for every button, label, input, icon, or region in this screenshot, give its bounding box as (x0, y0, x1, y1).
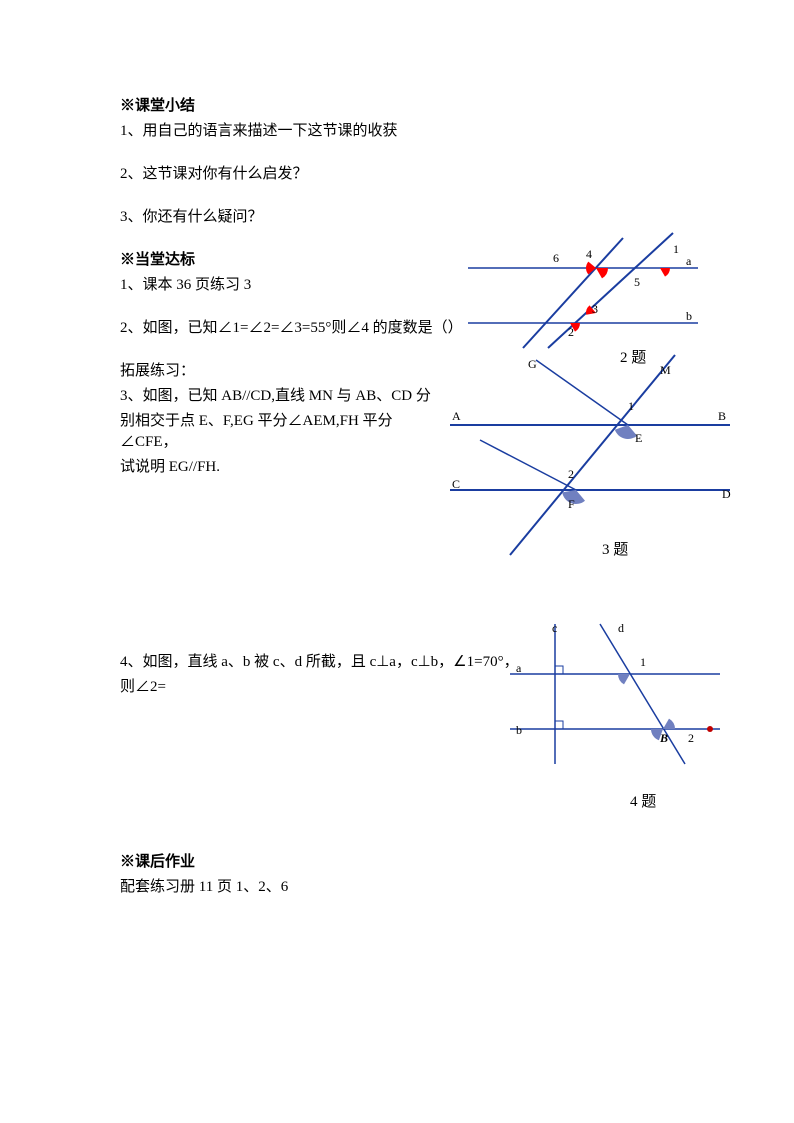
svg-text:M: M (660, 363, 671, 377)
svg-text:c: c (552, 621, 557, 635)
svg-text:2: 2 (568, 467, 574, 481)
svg-text:b: b (516, 723, 522, 737)
svg-text:1: 1 (640, 655, 646, 669)
svg-text:a: a (516, 661, 522, 675)
practice-3b: 别相交于点 E、F,EG 平分∠AEM,FH 平分∠CFE， (120, 411, 440, 453)
svg-text:D: D (722, 487, 731, 501)
svg-text:B: B (718, 409, 726, 423)
svg-text:6: 6 (553, 251, 559, 265)
summary-2: 2、这节课对你有什么启发？ (120, 164, 684, 185)
practice-3a: 3、如图，已知 AB//CD,直线 MN 与 AB、CD 分 (120, 386, 440, 407)
svg-text:4: 4 (586, 247, 592, 261)
caption-q4: 4 题 (630, 790, 656, 811)
practice-4a: 4、如图，直线 a、b 被 c、d 所截，且 c⊥a，c⊥b，∠1=70°， (120, 652, 540, 673)
hw-body: 配套练习册 11 页 1、2、6 (120, 877, 684, 898)
svg-text:1: 1 (673, 242, 679, 256)
svg-text:F: F (568, 497, 575, 511)
summary-header: ※课堂小结 (120, 96, 684, 117)
diagram-q4: 1 2 a b c d B (510, 624, 720, 769)
svg-text:G: G (528, 357, 537, 371)
svg-text:A: A (452, 409, 461, 423)
summary-1: 1、用自己的语言来描述一下这节课的收获 (120, 121, 684, 142)
svg-text:2: 2 (568, 325, 574, 339)
svg-text:5: 5 (634, 275, 640, 289)
svg-text:C: C (452, 477, 460, 491)
svg-text:E: E (635, 431, 642, 445)
svg-text:2: 2 (688, 731, 694, 745)
caption-q3: 3 题 (602, 538, 628, 559)
svg-text:1: 1 (628, 399, 634, 413)
svg-text:B: B (659, 731, 668, 745)
summary-3: 3、你还有什么疑问？ (120, 207, 684, 228)
svg-text:b: b (686, 309, 692, 323)
practice-4b: 则∠2= (120, 677, 540, 698)
svg-text:d: d (618, 621, 624, 635)
diagram-q3: 1 2 A B C D E F G M (450, 360, 730, 555)
svg-text:a: a (686, 254, 692, 268)
practice-3c: 试说明 EG//FH. (120, 457, 440, 478)
hw-header: ※课后作业 (120, 852, 684, 873)
diagram-q2: 1 2 3 4 5 6 a b (468, 238, 698, 353)
svg-text:3: 3 (592, 302, 598, 316)
